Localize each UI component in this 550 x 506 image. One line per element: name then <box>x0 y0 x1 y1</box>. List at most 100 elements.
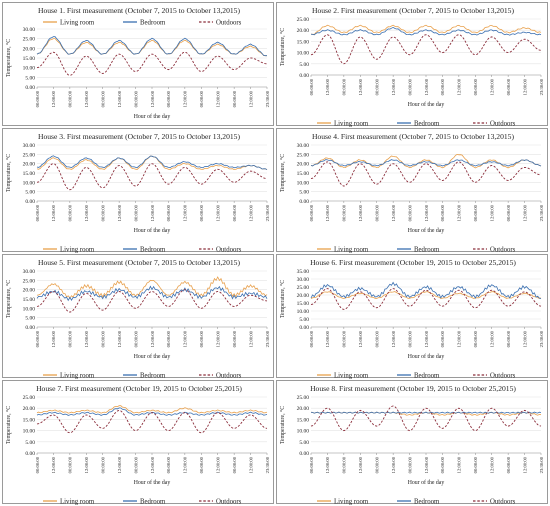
x-tick-label: 00:00:00 <box>199 456 204 473</box>
legend-label: Living room <box>60 247 95 254</box>
series-line-3 <box>310 161 542 187</box>
series-line-2 <box>36 407 268 416</box>
y-tick-label: 15.00 <box>23 417 36 423</box>
y-tick-label: 5.00 <box>299 317 309 323</box>
y-tick-label: 10.00 <box>23 180 36 186</box>
y-axis-label: Temperature, °C <box>279 154 286 192</box>
x-tick-label: 12:00:00 <box>216 204 221 221</box>
x-tick-label: 23:30:00 <box>539 204 544 221</box>
x-tick-label: 00:00:00 <box>375 78 380 95</box>
x-tick-label: 00:00:00 <box>407 330 412 347</box>
x-tick-label: 12:00:00 <box>248 204 253 221</box>
legend-label: Outdoors <box>216 247 242 254</box>
y-tick-label: 10.00 <box>297 309 310 315</box>
x-tick-label: 00:00:00 <box>68 330 73 347</box>
series-line-1 <box>36 405 268 414</box>
legend-label: Outdoors <box>490 121 516 128</box>
x-axis-label: Hour of the day <box>408 353 445 360</box>
x-tick-label: 12:00:00 <box>150 330 155 347</box>
legend-entry-2-3: Outdoors <box>199 247 242 254</box>
x-tick-label: 00:00:00 <box>199 204 204 221</box>
chart-title: House 3. First measurement (October 7, 2… <box>38 132 241 141</box>
legend-label: Bedroom <box>140 20 166 27</box>
legend-label: Bedroom <box>140 373 166 380</box>
x-tick-label: 23:30:00 <box>539 330 544 347</box>
y-tick-label: 15.00 <box>23 297 36 303</box>
legend-entry-2-1: Living room <box>43 247 95 254</box>
y-tick-label: 15.00 <box>23 171 36 177</box>
x-tick-label: 00:00:00 <box>440 456 445 473</box>
x-tick-label: 00:00:00 <box>375 330 380 347</box>
x-tick-label: 12:00:00 <box>457 78 462 95</box>
x-tick-label: 00:00:00 <box>166 330 171 347</box>
x-tick-label: 00:00:00 <box>101 90 106 107</box>
x-tick-label: 23:30:00 <box>265 204 270 221</box>
x-tick-label: 12:00:00 <box>358 78 363 95</box>
x-tick-label: 12:00:00 <box>457 456 462 473</box>
x-axis-label: Hour of the day <box>408 227 445 234</box>
chart-panel-house-5: House 5. First measurement (October 7, 2… <box>2 254 274 380</box>
x-tick-label: 12:00:00 <box>51 90 56 107</box>
series-line-2 <box>36 285 268 302</box>
x-tick-label: 00:00:00 <box>473 330 478 347</box>
x-tick-label: 12:00:00 <box>424 78 429 95</box>
x-tick-label: 23:30:00 <box>539 78 544 95</box>
x-tick-label: 12:00:00 <box>84 90 89 107</box>
x-axis-label: Hour of the day <box>134 353 171 360</box>
x-tick-label: 00:00:00 <box>101 456 106 473</box>
legend-label: Living room <box>334 499 369 506</box>
legend-label: Outdoors <box>490 247 516 254</box>
y-tick-label: 5.00 <box>299 440 309 446</box>
x-tick-label: 00:00:00 <box>375 204 380 221</box>
x-tick-label: 12:00:00 <box>117 330 122 347</box>
legend-entry-2-2: Bedroom <box>123 247 166 253</box>
x-tick-label: 00:00:00 <box>342 456 347 473</box>
x-tick-label: 00:00:00 <box>133 90 138 107</box>
series-line-2 <box>310 26 542 36</box>
chart-svg: House 4. First measurement (October 7, 2… <box>279 132 544 254</box>
x-tick-label: 12:00:00 <box>424 456 429 473</box>
x-tick-label: 00:00:00 <box>166 456 171 473</box>
chart-panel-house-4: House 4. First measurement (October 7, 2… <box>276 128 548 254</box>
x-tick-label: 12:00:00 <box>51 456 56 473</box>
chart-svg: House 3. First measurement (October 7, 2… <box>5 132 270 254</box>
legend-entry-5-2: Bedroom <box>397 373 440 379</box>
x-tick-label: 00:00:00 <box>407 78 412 95</box>
x-tick-label: 12:00:00 <box>490 204 495 221</box>
y-tick-label: 5.00 <box>25 440 35 446</box>
x-tick-label: 00:00:00 <box>309 456 314 473</box>
x-tick-label: 12:00:00 <box>84 330 89 347</box>
x-tick-label: 12:00:00 <box>183 330 188 347</box>
chart-svg: House 5. First measurement (October 7, 2… <box>5 258 270 380</box>
y-tick-label: 10.00 <box>23 306 36 312</box>
y-tick-label: 0.00 <box>25 85 35 91</box>
y-tick-label: 25.00 <box>297 17 310 23</box>
y-axis-label: Temperature, °C <box>279 280 286 318</box>
x-tick-label: 12:00:00 <box>84 456 89 473</box>
x-tick-label: 12:00:00 <box>490 78 495 95</box>
y-tick-label: 25.00 <box>297 395 310 401</box>
x-tick-label: 00:00:00 <box>35 456 40 473</box>
y-tick-label: 5.00 <box>25 190 35 196</box>
x-tick-label: 00:00:00 <box>309 78 314 95</box>
legend-entry-7-3: Outdoors <box>473 499 516 505</box>
y-tick-label: 0.00 <box>299 325 309 331</box>
y-tick-label: 15.00 <box>23 56 36 62</box>
x-tick-label: 12:00:00 <box>117 90 122 107</box>
x-tick-label: 12:00:00 <box>150 90 155 107</box>
y-tick-label: 30.00 <box>297 277 310 283</box>
y-tick-label: 5.00 <box>25 75 35 81</box>
y-tick-label: 5.00 <box>299 62 309 68</box>
x-tick-label: 12:00:00 <box>457 330 462 347</box>
chart-title: House 7. First measurement (October 19, … <box>36 384 242 393</box>
x-tick-label: 12:00:00 <box>183 90 188 107</box>
y-tick-label: 20.00 <box>23 162 36 168</box>
chart-title: House 6. First measurement (October 19, … <box>310 258 516 267</box>
x-tick-label: 23:30:00 <box>539 456 544 473</box>
x-tick-label: 12:00:00 <box>358 456 363 473</box>
x-tick-label: 00:00:00 <box>309 204 314 221</box>
y-axis-label: Temperature, °C <box>5 39 12 77</box>
legend-label: Bedroom <box>414 499 440 506</box>
x-tick-label: 12:00:00 <box>183 204 188 221</box>
chart-panel-house-8: House 8. First measurement (October 19, … <box>276 380 548 506</box>
